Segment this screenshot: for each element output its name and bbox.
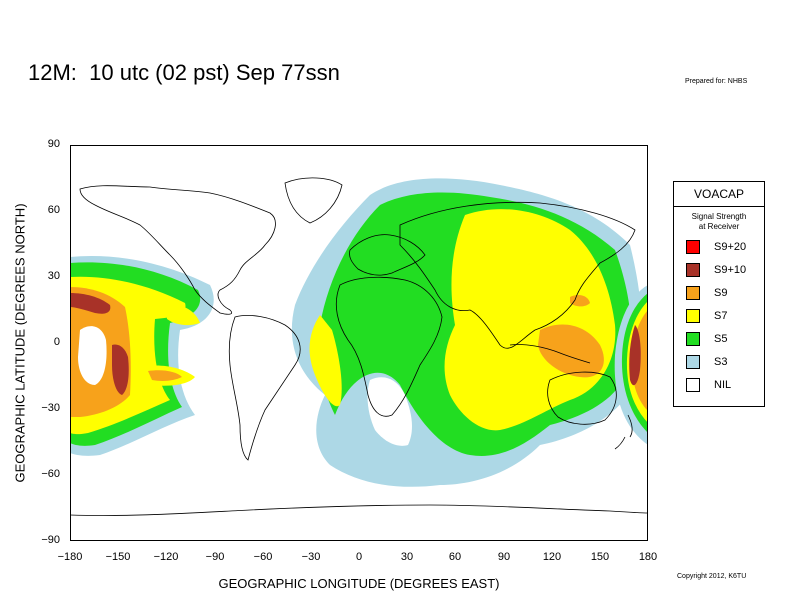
map-frame [70,145,648,541]
prepared-for-note: Prepared for: NHBS [685,78,748,85]
x-tick-label: −60 [253,551,273,563]
y-tick-label: 90 [47,138,60,150]
y-tick-label: −60 [41,468,60,480]
legend-item-nil: NIL [686,377,731,393]
x-tick-label: 30 [400,551,414,563]
coverage-zone-s9-plus-10 [629,325,641,386]
legend-swatch [686,286,700,300]
legend-item-s9-plus-10: S9+10 [686,262,746,278]
coverage-zone-s7 [165,304,200,326]
x-tick-label: −90 [205,551,225,563]
copyright-note: Copyright 2012, K6TU [677,573,747,580]
x-tick-label: 150 [590,551,610,563]
legend-item-s7: S7 [686,308,727,324]
y-tick-label: 30 [47,270,60,282]
x-tick-label: 120 [542,551,562,563]
legend-subtitle-line1: Signal Strength [691,212,747,221]
africa-outline [335,276,443,417]
map-title: 12M: 10 utc (02 pst) Sep 77ssn [28,60,340,85]
coverage-zone-s7 [309,315,342,407]
asia-outline [399,201,636,349]
legend-subtitle-line2: at Receiver [698,222,740,231]
y-axis-label: GEOGRAPHIC LATITUDE (DEGREES NORTH) [12,203,28,483]
x-tick-label: 60 [448,551,462,563]
coverage-zone-s9 [148,370,182,381]
coverage-zone-nil [367,377,412,446]
legend-swatch [686,309,700,323]
greenland-outline [284,177,343,224]
legend-item-label: S9 [714,287,728,299]
x-tick-label: −150 [105,551,131,563]
coverage-zone-nil [78,326,107,385]
legend: VOACAP Signal Strength at Receiver S9+20… [673,181,765,407]
legend-item-label: NIL [714,379,732,391]
coverage-map [70,145,648,541]
coverage-zone-s9 [538,324,604,378]
europe-outline [349,234,426,276]
x-tick-label: −180 [57,551,83,563]
new-zealand-outline [614,414,633,450]
coverage-zone-s9 [570,295,590,307]
australia-outline [547,371,617,425]
x-tick-label: 90 [497,551,511,563]
legend-item-s3: S3 [686,354,727,370]
legend-item-label: S7 [714,310,728,322]
legend-swatch [686,332,700,346]
legend-item-label: S9+10 [714,264,747,276]
y-tick-label: 0 [53,336,60,348]
x-tick-label: −120 [153,551,179,563]
antarctica-outline [70,504,648,516]
south-america-outline [228,315,301,461]
y-tick-label: −90 [41,534,60,546]
indonesia-outline [509,344,591,364]
legend-item-label: S3 [714,356,728,368]
legend-swatch [686,240,700,254]
north-america-outline [79,185,276,315]
legend-swatch [686,355,700,369]
coverage-zone-s9-plus-10 [112,344,129,395]
y-tick-label: 60 [47,204,60,216]
legend-swatch [686,263,700,277]
coverage-zone-s9-plus-10 [70,293,111,314]
legend-swatch [686,378,700,392]
y-tick-label: −30 [41,402,60,414]
legend-item-s9: S9 [686,285,727,301]
coastlines [70,177,648,516]
legend-title: VOACAP [674,182,764,207]
x-tick-label: −30 [301,551,321,563]
x-tick-label: 0 [355,551,363,563]
legend-item-label: S9+20 [714,241,747,253]
legend-item-label: S5 [714,333,728,345]
legend-item-s9-plus-20: S9+20 [686,239,746,255]
x-tick-label: 180 [638,551,658,563]
x-axis-label: GEOGRAPHIC LONGITUDE (DEGREES EAST) [218,576,500,591]
legend-item-s5: S5 [686,331,727,347]
